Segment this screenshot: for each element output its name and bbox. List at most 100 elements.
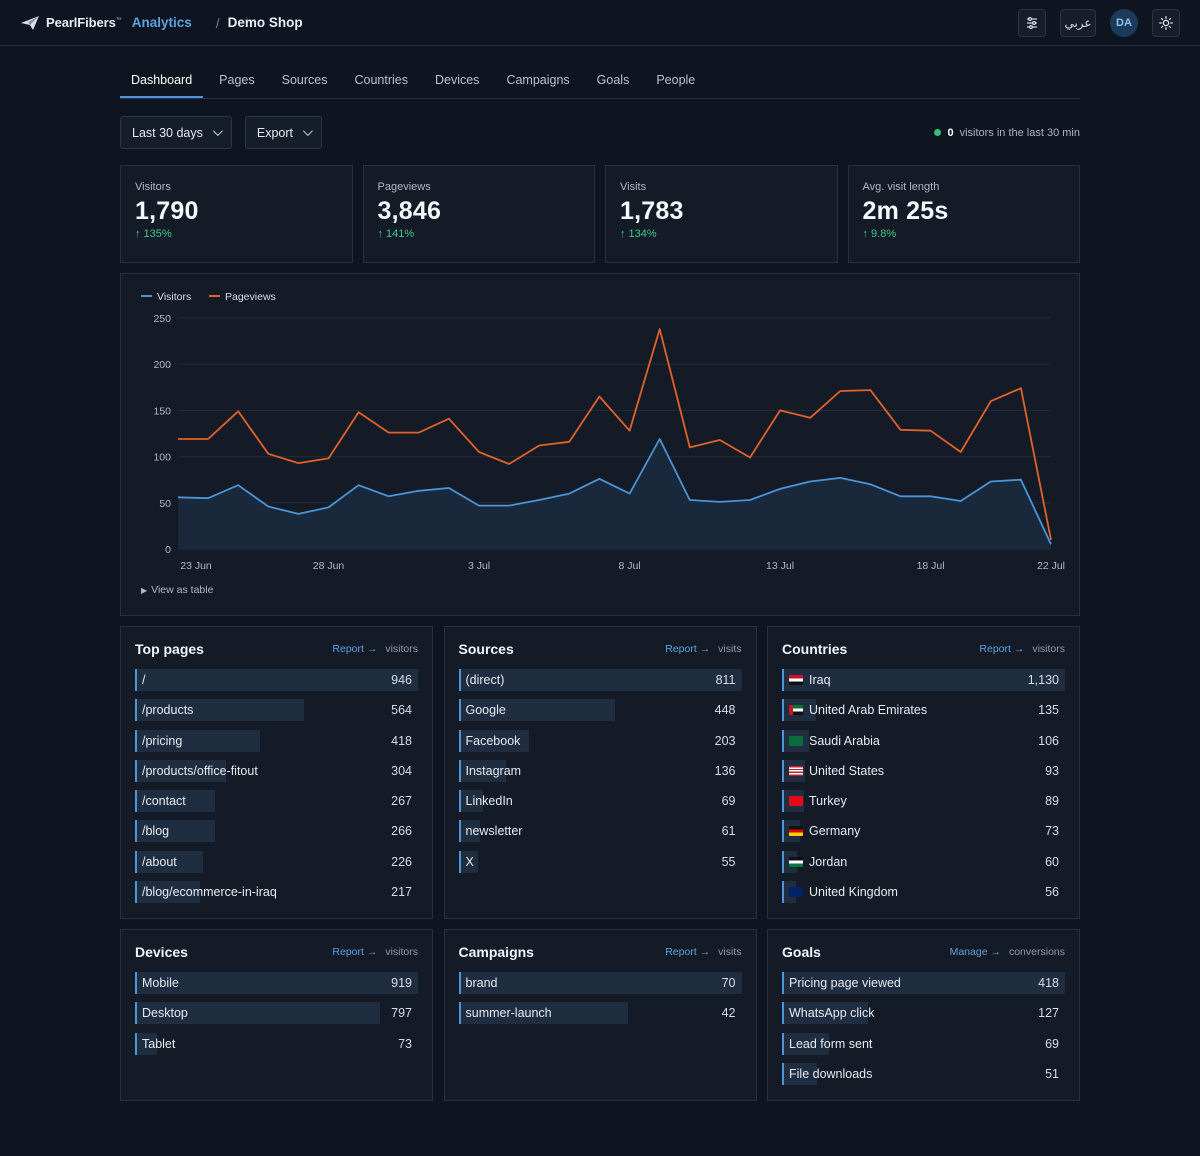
flag-us-icon — [789, 765, 803, 776]
list-item[interactable]: /blog/ecommerce-in-iraq 217 — [135, 881, 418, 904]
panel-report-link[interactable]: Report → — [979, 643, 1025, 655]
stat-value: 3,846 — [377, 197, 442, 225]
panel-report-link[interactable]: Report → — [665, 643, 711, 655]
list-item[interactable]: Pricing page viewed 418 — [782, 972, 1065, 994]
stat-card-visits[interactable]: Visits 1,783 ↑ 134% — [605, 165, 838, 263]
list-item[interactable]: Instagram 136 — [458, 759, 742, 782]
export-label: Export — [256, 125, 294, 140]
x-tick-label: 28 Jun — [313, 560, 345, 572]
series-line-pageviews — [178, 328, 1052, 540]
list-item[interactable]: /blog 266 — [135, 820, 418, 843]
live-count: 0 — [947, 126, 954, 139]
list-item[interactable]: / 946 — [135, 669, 418, 691]
row-label-text: LinkedIn — [465, 794, 513, 809]
theme-toggle-button[interactable] — [1152, 8, 1180, 37]
x-tick-label: 13 Jul — [766, 560, 794, 572]
tab-devices[interactable]: Devices — [434, 73, 480, 87]
row-label: Jordan — [782, 855, 847, 869]
panel-metric-label: visitors — [385, 643, 418, 655]
list-item[interactable]: Turkey 89 — [782, 790, 1065, 813]
visitors-area — [178, 439, 1051, 549]
y-tick-label: 100 — [153, 452, 171, 464]
tab-campaigns[interactable]: Campaigns — [506, 73, 570, 87]
tab-pages[interactable]: Pages — [219, 73, 255, 87]
row-label: /blog — [135, 824, 169, 838]
stat-card-avg-visit-length[interactable]: Avg. visit length 2m 25s ↑ 9.8% — [847, 165, 1080, 263]
row-label: United Arab Emirates — [782, 703, 927, 717]
row-label-text: /blog/ecommerce-in-iraq — [142, 885, 277, 900]
row-label-text: Lead form sent — [789, 1036, 873, 1051]
list-item[interactable]: Tablet 73 — [135, 1032, 418, 1055]
panel-report-link[interactable]: Report → — [332, 946, 378, 958]
row-bar — [782, 972, 1065, 994]
row-bar — [458, 759, 507, 782]
row-label-text: brand — [465, 976, 498, 990]
language-button[interactable]: عربي — [1060, 8, 1096, 37]
list-item[interactable]: Iraq 1,130 — [782, 669, 1065, 691]
site-name[interactable]: Demo Shop — [227, 15, 303, 30]
avatar[interactable]: DA — [1110, 8, 1138, 37]
list-item[interactable]: /about 226 — [135, 850, 418, 873]
brand-product: Analytics — [131, 15, 192, 30]
list-item[interactable]: United Kingdom 56 — [782, 881, 1065, 904]
sliders-icon — [1027, 16, 1037, 29]
stat-value: 2m 25s — [862, 197, 949, 225]
tab-goals[interactable]: Goals — [596, 73, 630, 87]
row-label-text: United Kingdom — [809, 885, 898, 900]
list-item[interactable]: Desktop 797 — [135, 1002, 418, 1025]
row-label-text: Turkey — [809, 794, 847, 809]
tab-dashboard[interactable]: Dashboard — [120, 73, 204, 98]
flag-sa-icon — [789, 735, 803, 746]
list-item[interactable]: /products 564 — [135, 699, 418, 722]
export-dropdown[interactable]: Export — [244, 116, 323, 149]
row-bar — [135, 820, 215, 843]
panel-report-link[interactable]: Manage → — [949, 946, 1001, 958]
list-item[interactable]: United States 93 — [782, 759, 1065, 782]
list-item[interactable]: brand 70 — [458, 972, 742, 994]
row-label: /contact — [135, 794, 186, 808]
list-item[interactable]: Google 448 — [458, 699, 742, 722]
row-label: / — [135, 673, 145, 687]
tab-sources[interactable]: Sources — [281, 73, 328, 87]
list-item[interactable]: Germany 73 — [782, 820, 1065, 843]
list-item[interactable]: newsletter 61 — [458, 820, 742, 843]
filters-button[interactable] — [1018, 8, 1046, 37]
list-item[interactable]: /products/office-fitout 304 — [135, 759, 418, 782]
list-item[interactable]: X 55 — [458, 850, 742, 873]
list-item[interactable]: summer-launch 42 — [458, 1002, 742, 1025]
list-item[interactable]: WhatsApp click 127 — [782, 1002, 1065, 1025]
panel-sources: Sources Report → visits (direct) 811 Google 44… — [443, 626, 757, 919]
list-item[interactable]: LinkedIn 69 — [458, 790, 742, 813]
row-label-text: Pricing page viewed — [789, 976, 901, 990]
row-value: 564 — [391, 703, 412, 718]
panel-report-link[interactable]: Report → — [665, 946, 711, 958]
list-item[interactable]: Facebook 203 — [458, 729, 742, 752]
top-bar: PearlFibers™ Analytics / Demo Shop عربي … — [0, 0, 1200, 46]
row-value: 135 — [1038, 703, 1059, 718]
list-item[interactable]: Jordan 60 — [782, 850, 1065, 873]
date-range-dropdown[interactable]: Last 30 days — [120, 116, 232, 149]
row-bar — [458, 729, 530, 752]
row-label-text: / — [142, 673, 146, 687]
list-item[interactable]: /pricing 418 — [135, 729, 418, 752]
tab-people[interactable]: People — [656, 73, 696, 87]
stat-card-visitors[interactable]: Visitors 1,790 ↑ 135% — [120, 165, 353, 263]
brand[interactable]: PearlFibers™ Analytics — [20, 15, 192, 31]
list-item[interactable]: Mobile 919 — [135, 972, 418, 994]
stat-card-pageviews[interactable]: Pageviews 3,846 ↑ 141% — [362, 165, 595, 263]
row-label-text: (direct) — [465, 673, 505, 687]
row-value: 1,130 — [1027, 673, 1059, 687]
row-value: 217 — [391, 885, 412, 900]
legend-label-pageviews: Pageviews — [225, 291, 276, 303]
list-item[interactable]: File downloads 51 — [782, 1062, 1065, 1085]
tab-countries[interactable]: Countries — [354, 73, 408, 87]
list-item[interactable]: (direct) 811 — [458, 669, 742, 691]
y-tick-label: 200 — [153, 359, 171, 371]
view-as-table-toggle[interactable]: ▶ View as table — [141, 584, 213, 596]
x-tick-label: 23 Jun — [180, 560, 212, 572]
list-item[interactable]: Saudi Arabia 106 — [782, 729, 1065, 752]
panel-report-link[interactable]: Report → — [332, 643, 378, 655]
list-item[interactable]: Lead form sent 69 — [782, 1032, 1065, 1055]
list-item[interactable]: /contact 267 — [135, 790, 418, 813]
list-item[interactable]: United Arab Emirates 135 — [782, 699, 1065, 722]
